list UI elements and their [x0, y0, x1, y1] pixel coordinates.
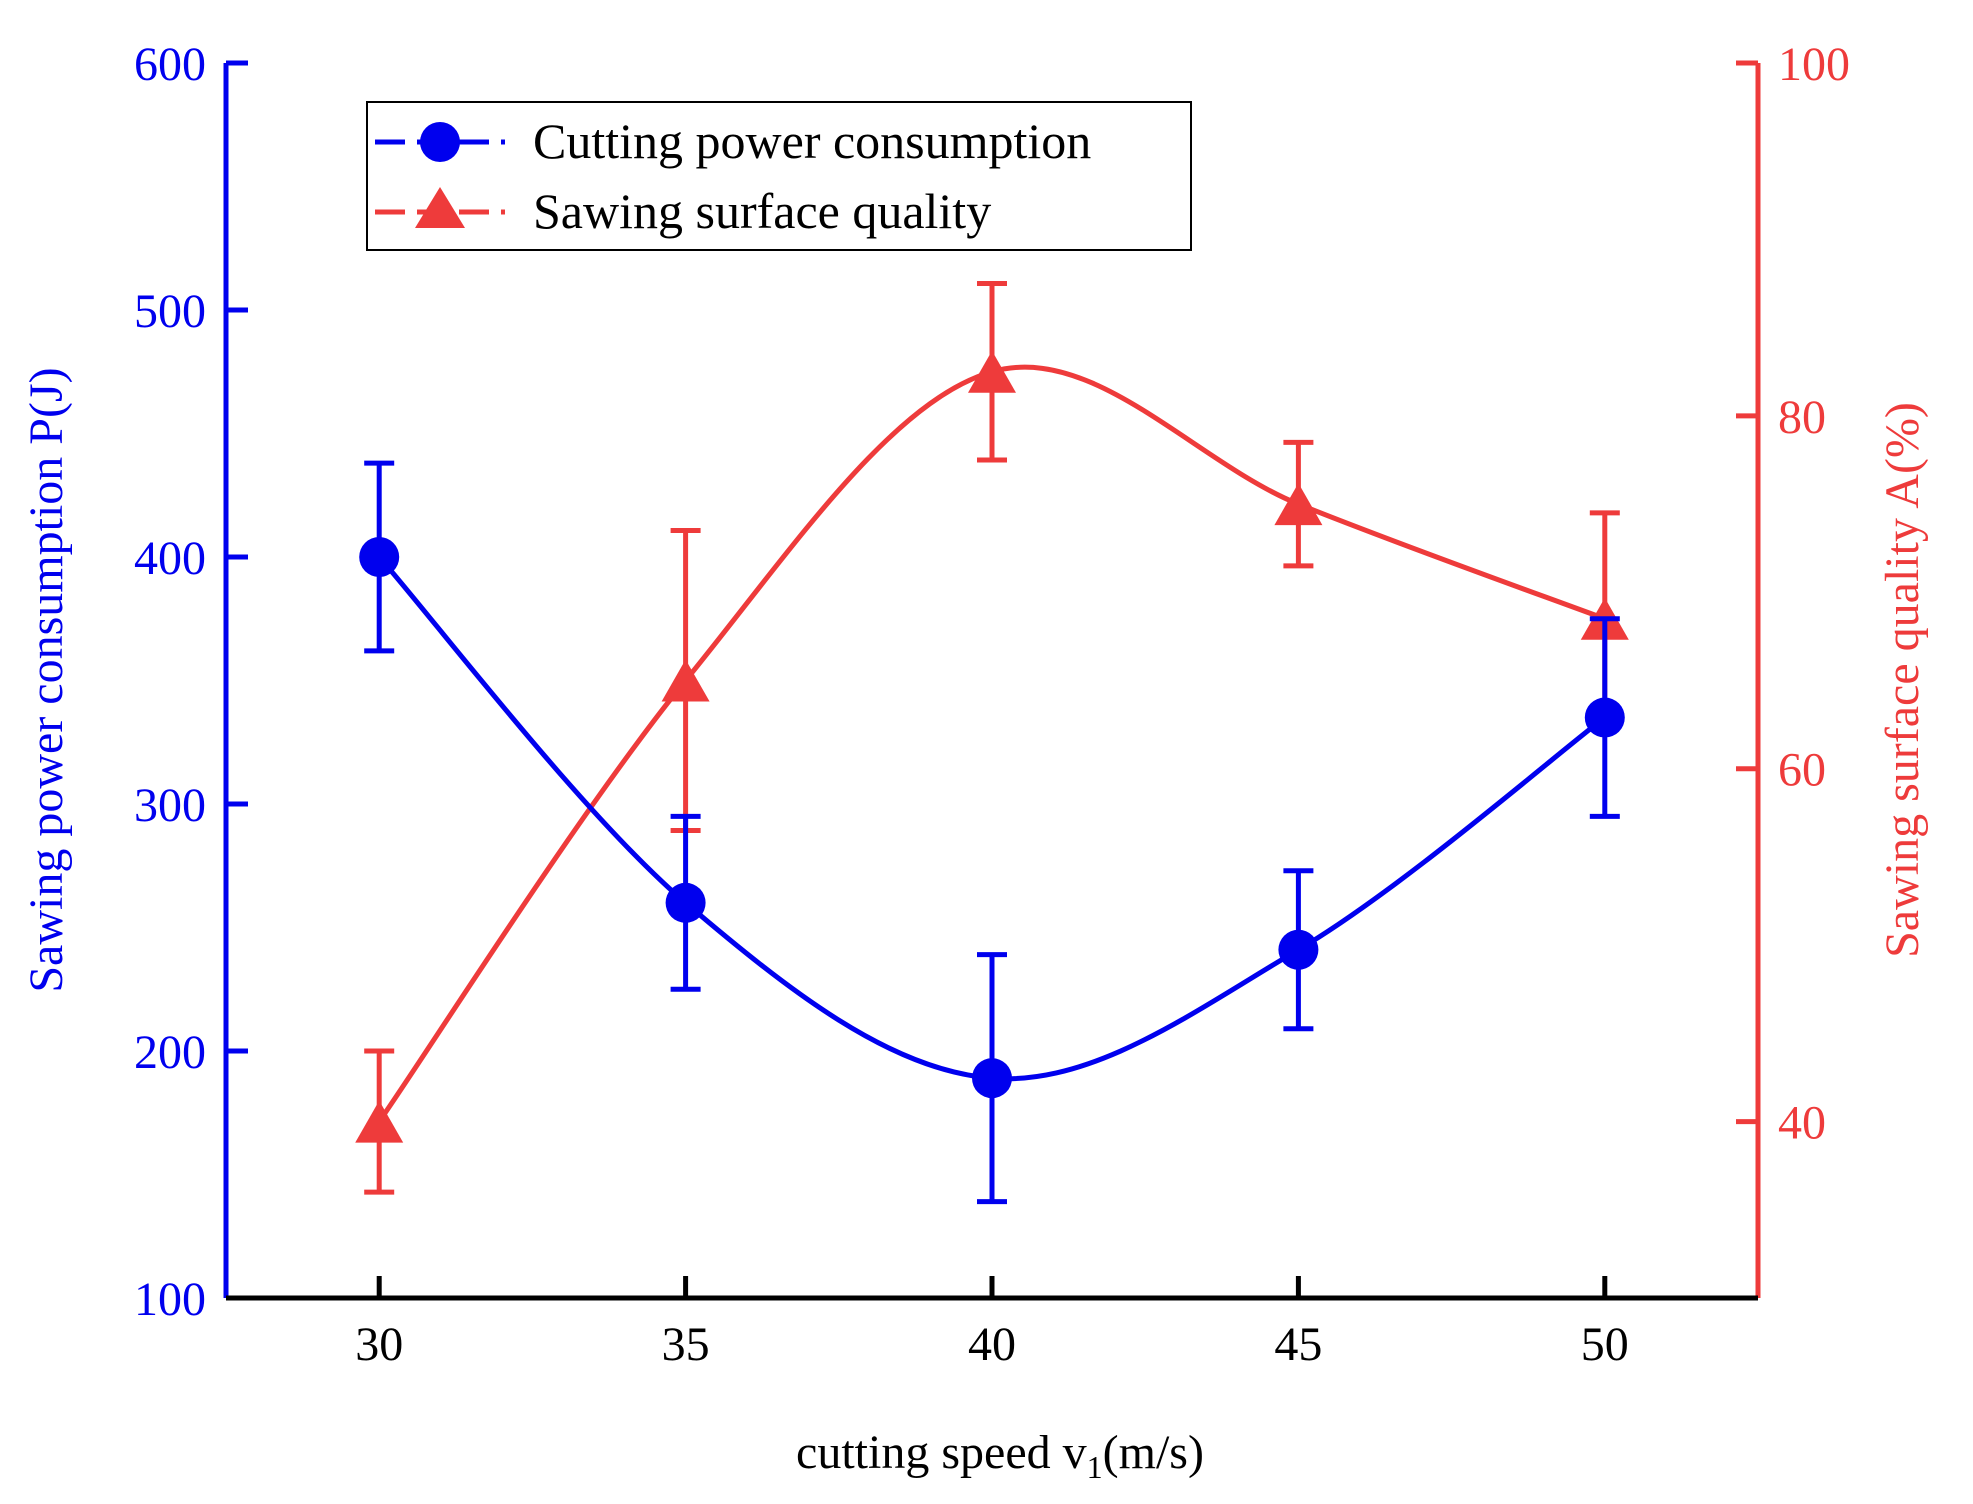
legend-marker-power — [420, 122, 460, 162]
x-axis-title-suffix: (m/s) — [1103, 1426, 1204, 1479]
series-layer — [355, 281, 1629, 1205]
x-axis-title: cutting speed v1(m/s) — [796, 1426, 1204, 1485]
point-power-40 — [972, 1058, 1012, 1099]
left-tick-label-100: 100 — [134, 1273, 206, 1326]
x-tick-label-35: 35 — [662, 1318, 710, 1371]
x-tick-label-30: 30 — [355, 1318, 403, 1371]
left-axis: 100 200 300 400 500 600 — [134, 38, 248, 1326]
point-quality-40 — [968, 350, 1016, 393]
right-axis-title: Sawing surface quality A(%) — [1876, 402, 1929, 958]
point-power-50 — [1584, 697, 1625, 738]
x-tick-label-40: 40 — [968, 1318, 1016, 1371]
left-tick-label-500: 500 — [134, 285, 206, 338]
point-quality-35 — [661, 659, 710, 702]
left-tick-label-600: 600 — [134, 38, 206, 91]
right-tick-label-60: 60 — [1778, 744, 1826, 797]
left-axis-title: Sawing power consumption P(J) — [20, 367, 73, 992]
series-line-quality — [377, 364, 1606, 1123]
x-tick-label-45: 45 — [1274, 1318, 1322, 1371]
x-axis-title-subscript: 1 — [1087, 1449, 1103, 1485]
x-tick-label-50: 50 — [1581, 1318, 1629, 1371]
point-quality-30 — [355, 1100, 404, 1143]
legend-label-power: Cutting power consumption — [533, 113, 1091, 169]
right-axis: 40 60 80 100 — [1736, 38, 1850, 1298]
left-tick-label-200: 200 — [134, 1026, 206, 1079]
point-quality-45 — [1274, 483, 1323, 526]
legend-label-quality: Sawing surface quality — [533, 183, 991, 239]
right-tick-label-100: 100 — [1778, 38, 1850, 91]
x-axis: 30 35 40 45 50 — [226, 1276, 1758, 1371]
left-tick-label-300: 300 — [134, 779, 206, 832]
left-tick-label-400: 400 — [134, 532, 206, 585]
point-power-45 — [1278, 929, 1319, 970]
legend: Cutting power consumption Sawing surface… — [366, 101, 1192, 251]
point-power-30 — [359, 537, 400, 577]
legend-box — [366, 101, 1192, 251]
right-tick-label-40: 40 — [1778, 1097, 1826, 1150]
point-power-35 — [665, 882, 706, 923]
legend-marker-quality — [415, 187, 465, 228]
right-tick-label-80: 80 — [1778, 391, 1826, 444]
